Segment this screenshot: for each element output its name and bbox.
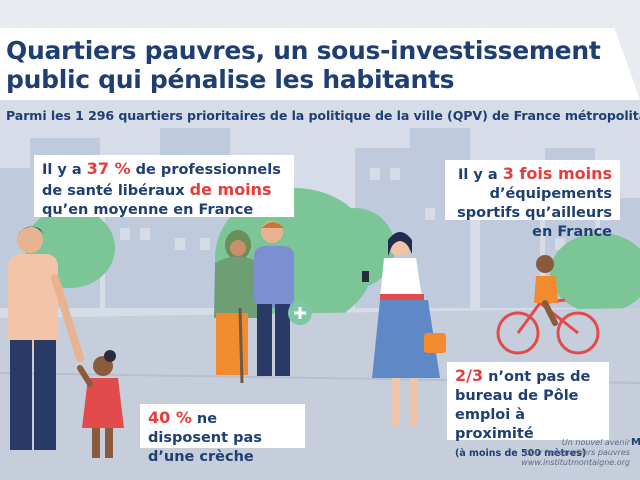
stat-health-professionals: Il y a 37 % de professionnels de santé l…: [34, 155, 294, 218]
stat-suffix: ne disposent pas d’une crèche: [148, 411, 262, 465]
footer-line-2: pour les quartiers pauvres: [524, 448, 630, 457]
stat-pole-emploi: 2/3 n’ont pas de bureau de Pôle emploi à…: [447, 362, 609, 459]
woman-in-headscarf: [214, 230, 262, 384]
stat-highlight: 40 %: [148, 408, 192, 427]
stat-suffix: d’équipements sportifs qu’ailleurs en Fr…: [457, 186, 612, 240]
child-figure: [77, 350, 124, 458]
footer-website-link[interactable]: www.institutmontaigne.org: [521, 458, 630, 467]
cyclist: [496, 255, 600, 355]
stat-sports-equipment: Il y a 3 fois moins d’équipements sporti…: [445, 160, 620, 240]
father-figure: [8, 226, 84, 450]
footer-line-1: Un nouvel avenir: [561, 438, 630, 447]
stat-middle: de professionnels de santé libéraux: [42, 162, 281, 199]
footer-credit: Un nouvel avenir pour les quartiers pauv…: [512, 438, 630, 468]
stat-daycare: 40 % ne disposent pas d’une crèche: [140, 404, 305, 465]
stat-highlight-2: de moins: [189, 180, 272, 199]
subtitle: Parmi les 1 296 quartiers prioritaires d…: [6, 108, 640, 123]
stat-prefix: Il y a: [42, 162, 87, 178]
woman-with-phone: [362, 232, 446, 426]
publisher-logo: M: [631, 437, 640, 448]
stat-highlight: 2/3: [455, 366, 484, 385]
old-man-figure: [254, 221, 312, 376]
title-band: [0, 28, 640, 100]
stat-suffix: qu’en moyenne en France: [42, 202, 254, 218]
stat-prefix: Il y a: [457, 167, 503, 183]
stat-highlight: 37 %: [86, 159, 131, 178]
page-title: Quartiers pauvres, un sous-investissemen…: [6, 36, 601, 94]
stat-note: (à moins de 500 mètres): [455, 448, 587, 459]
stat-highlight: 3 fois moins: [502, 164, 612, 183]
stat-suffix: n’ont pas de bureau de Pôle emploi à pro…: [455, 369, 591, 442]
